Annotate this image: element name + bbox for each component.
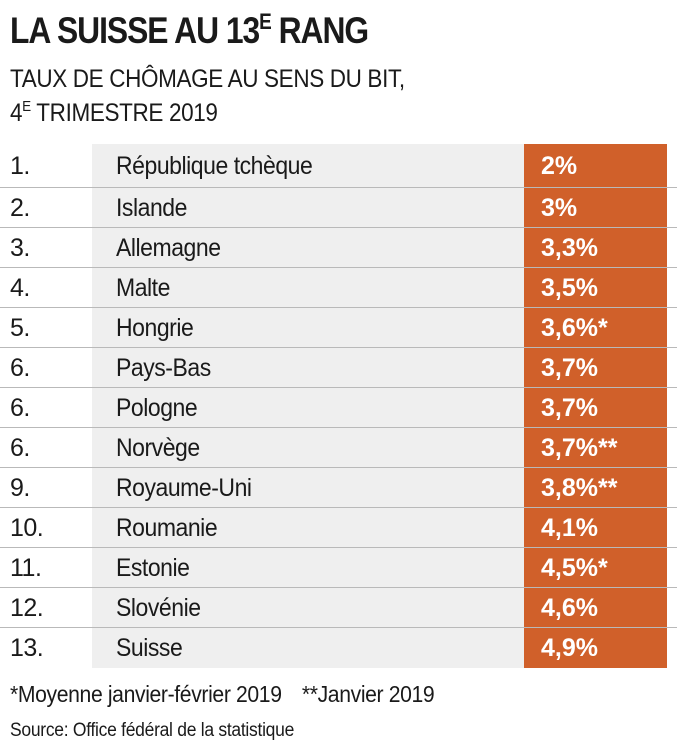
row-country: Slovénie: [116, 594, 201, 622]
row-rank: 2.: [10, 194, 30, 222]
row-country: Islande: [116, 194, 187, 222]
row-country: Suisse: [116, 634, 183, 662]
row-separator: [0, 427, 677, 428]
row-country: Norvège: [116, 434, 200, 462]
row-value: 3,7%**: [541, 434, 618, 462]
row-value: 3%: [541, 194, 578, 222]
row-country: Roumanie: [116, 514, 218, 542]
table-row: 10. Roumanie 4,1%: [0, 508, 677, 548]
row-rank: 12.: [10, 594, 44, 622]
row-separator: [0, 267, 677, 268]
row-value: 2%: [541, 152, 578, 180]
row-rank: 13.: [10, 634, 44, 662]
table-row: 9. Royaume-Uni 3,8%**: [0, 468, 677, 508]
row-value: 4,1%: [541, 514, 598, 542]
table-row: 6. Pays-Bas 3,7%: [0, 348, 677, 388]
footnote-single-star: *Moyenne janvier-février 2019: [10, 681, 282, 707]
row-rank: 6.: [10, 434, 30, 462]
row-rank: 5.: [10, 314, 30, 342]
source-note: Source: Office fédéral de la statistique: [10, 720, 295, 741]
row-separator: [0, 587, 677, 588]
row-value: 4,5%*: [541, 554, 608, 582]
table-row: 6. Pologne 3,7%: [0, 388, 677, 428]
row-separator: [0, 507, 677, 508]
row-country: République tchèque: [116, 152, 313, 180]
row-separator: [0, 227, 677, 228]
table-row: 2. Islande 3%: [0, 188, 677, 228]
row-separator: [0, 387, 677, 388]
table-row: 13. Suisse 4,9%: [0, 628, 677, 668]
row-rank: 6.: [10, 394, 30, 422]
row-country: Hongrie: [116, 314, 194, 342]
row-rank: 6.: [10, 354, 30, 382]
row-rank: 9.: [10, 474, 30, 502]
country-column-band: [92, 144, 524, 668]
chart-subtitle: TAUX DE CHÔMAGE AU SENS DU BIT, 4E TRIME…: [10, 62, 405, 130]
row-country: Royaume-Uni: [116, 474, 252, 502]
chart-title: LA SUISSE AU 13E RANG: [10, 9, 369, 51]
row-separator: [0, 467, 677, 468]
row-rank: 3.: [10, 234, 30, 262]
table-row: 4. Malte 3,5%: [0, 268, 677, 308]
row-value: 3,8%**: [541, 474, 618, 502]
row-separator: [0, 347, 677, 348]
table-row: 11. Estonie 4,5%*: [0, 548, 677, 588]
table-row: 5. Hongrie 3,6%*: [0, 308, 677, 348]
row-value: 4,6%: [541, 594, 598, 622]
subtitle-line-1: TAUX DE CHÔMAGE AU SENS DU BIT,: [10, 65, 405, 93]
row-separator: [0, 547, 677, 548]
table-row: 3. Allemagne 3,3%: [0, 228, 677, 268]
row-separator: [0, 307, 677, 308]
row-value: 4,9%: [541, 634, 598, 662]
row-country: Pays-Bas: [116, 354, 211, 382]
row-rank: 1.: [10, 152, 30, 180]
table-row: 12. Slovénie 4,6%: [0, 588, 677, 628]
row-country: Estonie: [116, 554, 190, 582]
row-value: 3,5%: [541, 274, 598, 302]
ranking-table: 1. République tchèque 2% 2. Islande 3% 3. Allem…: [0, 144, 677, 668]
row-value: 3,6%*: [541, 314, 608, 342]
row-value: 3,7%: [541, 354, 598, 382]
row-rank: 4.: [10, 274, 30, 302]
row-country: Malte: [116, 274, 170, 302]
value-column-band: [524, 144, 667, 668]
row-separator: [0, 627, 677, 628]
footnote-double-star: **Janvier 2019: [301, 681, 435, 707]
table-row: 1. République tchèque 2%: [0, 144, 677, 188]
table-row: 6. Norvège 3,7%**: [0, 428, 677, 468]
row-separator: [0, 187, 677, 188]
row-country: Allemagne: [116, 234, 221, 262]
footnotes: *Moyenne janvier-février 2019 **Janvier 2…: [10, 679, 435, 709]
row-value: 3,3%: [541, 234, 598, 262]
row-rank: 10.: [10, 514, 44, 542]
row-country: Pologne: [116, 394, 198, 422]
row-rank: 11.: [10, 554, 42, 582]
row-value: 3,7%: [541, 394, 598, 422]
subtitle-line-2: 4E TRIMESTRE 2019: [10, 98, 218, 127]
